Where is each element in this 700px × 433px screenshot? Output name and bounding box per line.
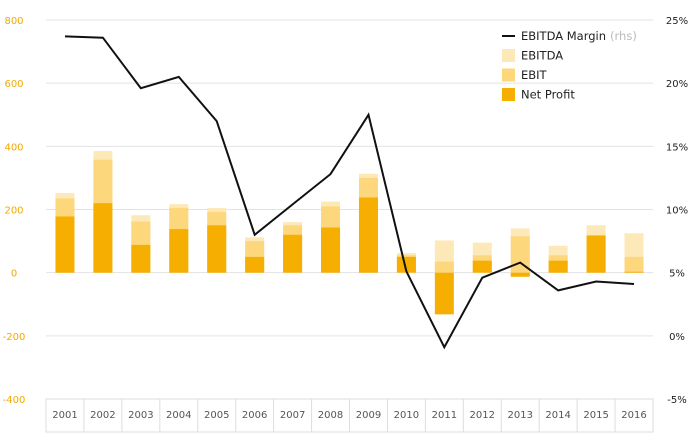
x-tick-label: 2002 bbox=[90, 410, 115, 421]
x-tick-label: 2014 bbox=[545, 410, 570, 421]
y-tick-label-left: 0 bbox=[11, 269, 17, 280]
bar-net-profit bbox=[283, 234, 303, 273]
legend-note: (rhs) bbox=[610, 29, 637, 43]
y-tick-label-right: 5% bbox=[669, 269, 685, 280]
y-tick-label-right: 25% bbox=[666, 16, 688, 27]
y-tick-label-left: -200 bbox=[3, 332, 26, 343]
bar-net-profit bbox=[245, 256, 265, 273]
y-tick-label-left: -400 bbox=[3, 395, 26, 406]
x-tick-label: 2012 bbox=[470, 410, 495, 421]
bar-net-profit bbox=[169, 229, 189, 273]
ebitda-margin-line bbox=[64, 35, 635, 350]
bar-net-profit bbox=[207, 225, 227, 273]
bar-net-profit bbox=[358, 197, 378, 273]
x-tick-label: 2013 bbox=[507, 410, 532, 421]
bar-net-profit bbox=[624, 271, 644, 273]
x-tick-label: 2009 bbox=[356, 410, 381, 421]
x-tick-label: 2005 bbox=[204, 410, 229, 421]
bar-net-profit bbox=[55, 216, 75, 273]
bar-net-profit bbox=[472, 260, 492, 273]
x-tick-label: 2008 bbox=[318, 410, 343, 421]
y-tick-label-right: 15% bbox=[666, 142, 688, 153]
margin-line bbox=[64, 35, 635, 350]
bars bbox=[55, 151, 644, 315]
bar-net-profit bbox=[396, 256, 416, 273]
grid-lines bbox=[46, 19, 653, 400]
bar-ebit bbox=[434, 261, 454, 273]
bar-net-profit bbox=[321, 227, 341, 273]
axes: -400 -200 0 200 400 600 800 -5% 0% 5% 10% 15% 20% 25%… bbox=[3, 16, 688, 433]
bar-ebit bbox=[624, 256, 644, 273]
y-tick-label-right: 20% bbox=[666, 79, 688, 90]
y-tick-label-left: 200 bbox=[4, 206, 23, 217]
legend-label: EBITDA bbox=[521, 49, 563, 63]
bar-net-profit bbox=[510, 272, 530, 277]
x-tick-label: 2004 bbox=[166, 410, 191, 421]
x-tick-label: 2015 bbox=[583, 410, 608, 421]
bar-net-profit bbox=[93, 203, 113, 273]
legend-swatch bbox=[502, 88, 515, 101]
bar-net-profit bbox=[434, 272, 454, 315]
legend-label: EBIT bbox=[521, 68, 548, 82]
x-tick-label: 2001 bbox=[52, 410, 77, 421]
legend: EBITDA Margin (rhs) EBITDA EBIT Net Profit bbox=[502, 29, 637, 102]
x-tick-label: 2010 bbox=[394, 410, 419, 421]
y-tick-label-left: 600 bbox=[4, 79, 23, 90]
legend-label: Net Profit bbox=[521, 88, 575, 102]
y-tick-label-left: 800 bbox=[4, 16, 23, 27]
x-tick-label: 2006 bbox=[242, 410, 267, 421]
bar-net-profit bbox=[131, 244, 151, 273]
x-tick-label: 2007 bbox=[280, 410, 305, 421]
x-tick-label: 2016 bbox=[621, 410, 646, 421]
y-tick-label-left: 400 bbox=[4, 142, 23, 153]
legend-label: EBITDA Margin (rhs) bbox=[521, 29, 637, 43]
legend-swatch bbox=[502, 49, 515, 62]
legend-swatch bbox=[502, 68, 515, 82]
x-tick-label: 2003 bbox=[128, 410, 153, 421]
y-tick-label-right: 0% bbox=[669, 332, 685, 343]
y-tick-label-right: 10% bbox=[666, 206, 688, 217]
bar-net-profit bbox=[548, 260, 568, 273]
y-tick-label-right: -5% bbox=[667, 395, 686, 406]
bar-net-profit bbox=[586, 235, 606, 273]
x-tick-label: 2011 bbox=[432, 410, 457, 421]
